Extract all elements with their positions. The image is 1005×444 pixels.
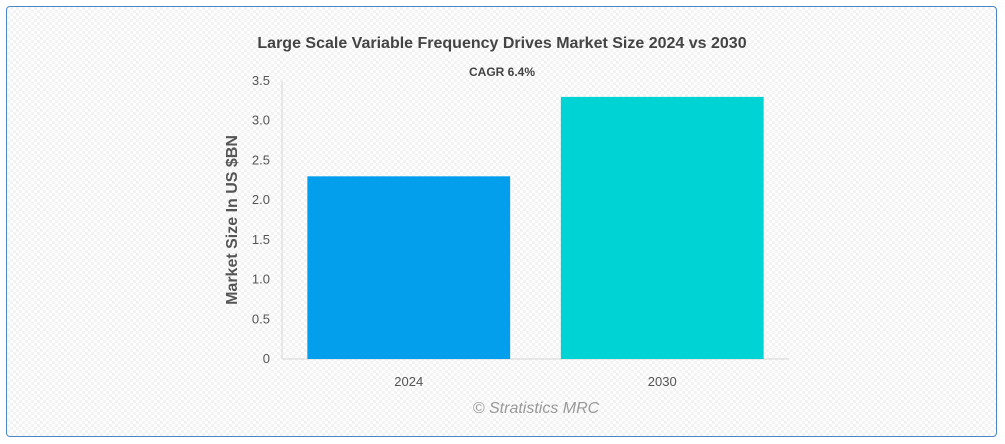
x-tick-label: 2030 bbox=[648, 374, 677, 389]
y-tick-label: 2.5 bbox=[252, 152, 270, 167]
bars bbox=[307, 96, 764, 359]
y-tick-label: 1.5 bbox=[252, 232, 270, 247]
y-tick-label: 3.5 bbox=[252, 73, 270, 88]
y-tick-label: 1.0 bbox=[252, 272, 270, 287]
source-credit: © Stratistics MRC bbox=[473, 400, 600, 417]
x-tick-label: 2024 bbox=[394, 374, 423, 389]
x-tick-labels: 2024 2030 bbox=[394, 374, 676, 389]
bar-2024 bbox=[307, 176, 511, 359]
y-tick-label: 2.0 bbox=[252, 192, 270, 207]
y-axis-label: Market Size In US $BN bbox=[224, 135, 241, 305]
cagr-annotation: CAGR 6.4% bbox=[469, 65, 535, 79]
chart-title: Large Scale Variable Frequency Drives Ma… bbox=[257, 35, 746, 52]
y-tick-label: 0.5 bbox=[252, 311, 270, 326]
y-tick-label: 0 bbox=[263, 351, 270, 366]
bar-2030 bbox=[560, 96, 764, 359]
y-tick-label: 3.0 bbox=[252, 113, 270, 128]
y-tick-labels: 0 0.5 1.0 1.5 2.0 2.5 3.0 3.5 bbox=[252, 73, 270, 366]
